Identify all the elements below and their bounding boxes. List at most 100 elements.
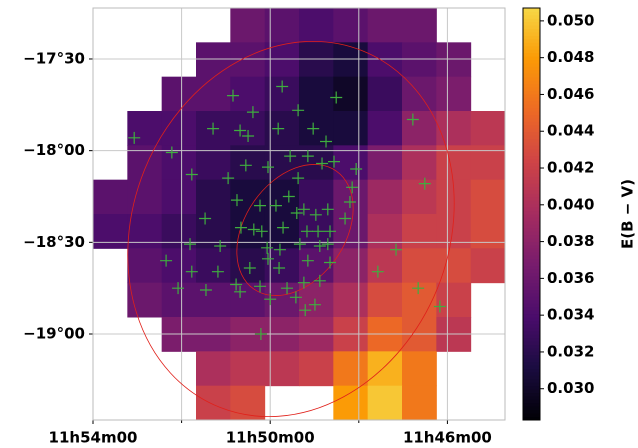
heat-cell — [161, 214, 197, 249]
colorbar-strip — [523, 49, 540, 54]
point — [239, 159, 252, 172]
point — [330, 91, 343, 104]
colorbar-strip — [523, 100, 540, 105]
colorbar-strip — [523, 90, 540, 95]
colorbar-strip — [523, 183, 540, 188]
colorbar-strip — [523, 203, 540, 208]
point — [300, 225, 313, 238]
heat-cell — [367, 282, 403, 318]
point — [290, 206, 303, 219]
point — [234, 221, 247, 234]
colorbar-tick-label: 0.040 — [547, 195, 594, 213]
point — [273, 261, 286, 274]
point — [297, 203, 310, 216]
heat-cell — [333, 248, 369, 284]
colorbar-strip — [523, 128, 540, 133]
colorbar-strip — [523, 76, 540, 81]
heat-cell — [93, 214, 128, 249]
heat-cell — [367, 214, 403, 249]
colorbar-strip — [523, 344, 540, 349]
colorbar-strip — [523, 145, 540, 150]
colorbar-strip — [523, 296, 540, 301]
point — [292, 104, 305, 117]
colorbar-strip — [523, 80, 540, 85]
colorbar-strip — [523, 179, 540, 184]
colorbar-strip — [523, 227, 540, 232]
colorbar-strip — [523, 268, 540, 273]
y-tick-label: −17°30 — [23, 49, 85, 67]
heat-cell — [230, 179, 266, 215]
colorbar-strip — [523, 310, 540, 315]
point — [254, 199, 267, 212]
point — [282, 190, 295, 203]
colorbar-strip — [523, 69, 540, 74]
heat-cell — [333, 76, 369, 112]
colorbar-strip — [523, 38, 540, 43]
colorbar-strip — [523, 275, 540, 280]
heat-cell — [333, 351, 369, 387]
colorbar-strip — [523, 255, 540, 260]
colorbar-strip — [523, 320, 540, 325]
heat-cell — [402, 248, 437, 284]
point — [433, 300, 446, 313]
inner-ellipse — [236, 164, 354, 296]
colorbar-strip — [523, 97, 540, 102]
colorbar-strip — [523, 392, 540, 397]
heat-cell — [161, 179, 197, 215]
colorbar-strip — [523, 358, 540, 363]
colorbar-strip — [523, 21, 540, 26]
heat-cell — [333, 111, 369, 146]
colorbar-strip — [523, 289, 540, 294]
plot-frame — [92, 7, 506, 421]
point — [324, 225, 337, 238]
colorbar-tick-label: 0.044 — [547, 122, 594, 140]
colorbar-strip — [523, 18, 540, 23]
colorbar-strip — [523, 347, 540, 352]
heat-cell — [436, 76, 472, 112]
heat-cell — [367, 351, 403, 387]
colorbar-strip — [523, 117, 540, 122]
colorbar-strip — [523, 323, 540, 328]
colorbar-strip — [523, 124, 540, 129]
colorbar-strip — [523, 159, 540, 163]
colorbar-strip — [523, 8, 540, 12]
colorbar-strip — [523, 399, 540, 404]
point — [185, 168, 198, 181]
point — [343, 195, 356, 208]
point — [301, 150, 314, 163]
colorbar-strip — [523, 282, 540, 287]
point — [184, 238, 197, 251]
point — [199, 284, 212, 297]
colorbar-strip — [523, 234, 540, 239]
point — [346, 181, 359, 194]
heat-cell — [436, 42, 472, 78]
colorbar-strip — [523, 186, 540, 191]
point — [313, 274, 326, 287]
heat-cell — [436, 248, 472, 284]
colorbar-strip — [523, 375, 540, 380]
colorbar-strip — [523, 56, 540, 60]
colorbar-strip — [523, 193, 540, 198]
colorbar-label: E(B − V) — [619, 179, 637, 249]
colorbar-strip — [523, 231, 540, 236]
colorbar-strip — [523, 303, 540, 308]
colorbar-strip — [523, 45, 540, 50]
heat-cell — [367, 76, 403, 112]
colorbar-strip — [523, 220, 540, 225]
colorbar-strip — [523, 389, 540, 394]
colorbar-strip — [523, 385, 540, 390]
point — [297, 276, 310, 289]
point — [269, 199, 282, 212]
colorbar-strip — [523, 382, 540, 387]
heat-cell — [333, 179, 369, 215]
colorbar-strip — [523, 265, 540, 270]
colorbar-strip — [523, 62, 540, 67]
heatmap-layer — [93, 8, 506, 421]
colorbar-strip — [523, 141, 540, 146]
point — [234, 124, 247, 137]
point — [313, 239, 326, 252]
heat-cell — [196, 179, 231, 215]
colorbar-strip — [523, 402, 540, 407]
y-tick-label: −19°00 — [23, 325, 85, 343]
